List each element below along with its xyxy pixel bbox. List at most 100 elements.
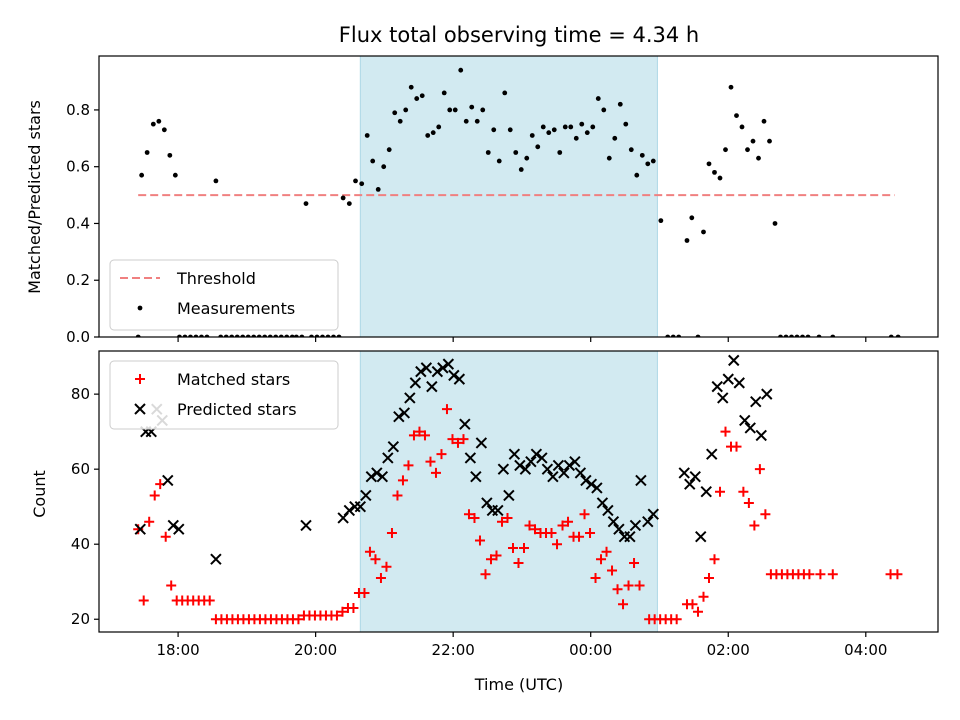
bottom-series-1-point (497, 463, 510, 475)
top-series-0-point (496, 158, 502, 164)
bottom-series-0-point (563, 516, 574, 527)
bottom-series-1-point (371, 467, 383, 479)
top-series-0-point (144, 150, 150, 155)
chart-title: Flux total observing time = 4.34 h (339, 23, 699, 47)
bottom-series-0-point (634, 580, 645, 591)
bottom-series-1-point (470, 470, 482, 483)
bottom-series-1-point (464, 452, 477, 464)
bottom-series-1-point (689, 470, 701, 483)
bottom-series-1-point (547, 470, 559, 483)
top-series-0-point (447, 107, 453, 113)
bottom-series-1-point (717, 392, 729, 404)
bottom-legend-marker (135, 374, 145, 384)
top-series-0-point (474, 118, 480, 124)
bottom-series-1-point (744, 422, 756, 434)
top-series-0-point (650, 158, 656, 164)
bottom-series-0-point (743, 497, 754, 508)
bottom-series-1-point (343, 504, 356, 517)
top-legend-label-0: Threshold (176, 269, 256, 288)
top-series-0-point (557, 150, 563, 155)
top-series-0-point (408, 84, 414, 90)
bottom-series-0-point (331, 610, 342, 621)
bottom-series-1-point (678, 467, 690, 479)
bottom-series-0-point (629, 557, 640, 568)
bottom-axes-frame (98, 350, 939, 633)
bottom-series-0-point (469, 512, 480, 523)
top-series-0-point (579, 121, 585, 127)
bottom-series-1-point (508, 448, 521, 460)
bottom-series-0-point (419, 430, 430, 441)
bottom-series-0-point (607, 565, 618, 576)
top-series-0-point (346, 201, 352, 206)
bottom-series-1-point (536, 452, 548, 464)
bottom-series-1-point (602, 504, 614, 517)
bottom-series-0-point (204, 595, 215, 606)
top-series-0-point (150, 121, 156, 127)
bottom-series-1-point (354, 500, 367, 513)
bottom-series-0-point (557, 520, 568, 531)
top-series-0-point (689, 215, 695, 221)
bottom-series-0-point (507, 542, 518, 553)
top-series-0-point (375, 187, 381, 192)
bottom-series-0-point (530, 524, 541, 535)
top-series-0-point (734, 113, 739, 119)
bottom-series-1-point (453, 373, 466, 385)
bottom-series-0-point (524, 520, 535, 531)
bottom-legend-handle-1 (134, 403, 146, 415)
bottom-series-0-point (397, 475, 408, 486)
bottom-series-1-point (642, 515, 654, 528)
top-series-0-point (340, 195, 346, 201)
bottom-y-tick-label: 40 (71, 535, 90, 553)
bottom-series-1-point (448, 369, 460, 382)
bottom-series-1-point (300, 519, 312, 532)
top-series-0-point (551, 127, 557, 133)
top-series-0-point (701, 229, 706, 235)
bottom-series-0-point (370, 554, 381, 565)
bottom-series-0-point (144, 516, 155, 527)
top-series-0-point (568, 124, 574, 130)
bottom-series-0-point (749, 520, 760, 531)
top-series-0-point (540, 124, 546, 130)
bottom-series-0-point (720, 426, 731, 437)
top-legend-marker (137, 305, 143, 311)
bottom-legend-marker (134, 403, 146, 415)
bottom-series-0-point (546, 527, 557, 538)
bottom-x-tick-label: 02:00 (707, 641, 750, 659)
bottom-legend-label-0: Matched stars (177, 370, 290, 389)
bottom-y-tick-label: 60 (71, 460, 90, 478)
bottom-series-0-point (714, 486, 725, 497)
bottom-series-1-point (574, 467, 587, 479)
bottom-series-0-point (760, 509, 771, 520)
bottom-series-0-point (731, 441, 742, 452)
bottom-series-0-point (133, 524, 144, 535)
bottom-legend-box (109, 360, 339, 430)
bottom-series-0-point (392, 490, 403, 501)
bottom-series-0-point (671, 614, 682, 625)
bottom-series-0-point (359, 587, 370, 598)
bottom-series-0-point (687, 599, 698, 610)
top-series-0-point (756, 155, 761, 161)
bottom-series-0-point (552, 539, 563, 550)
bottom-series-1-point (591, 482, 603, 494)
bottom-x-tick-label: 18:00 (156, 641, 199, 659)
top-series-0-point (535, 144, 541, 150)
bottom-series-1-point (437, 362, 449, 374)
bottom-series-0-point (692, 606, 703, 617)
bottom-series-0-point (430, 467, 441, 478)
bottom-series-1-point (349, 500, 361, 513)
bottom-series-1-point (750, 395, 762, 408)
bottom-series-1-point (492, 504, 504, 517)
bottom-series-1-point (525, 455, 537, 468)
bottom-series-0-point (149, 490, 160, 501)
bottom-series-1-point (541, 463, 554, 475)
bottom-legend: Matched stars Predicted stars (109, 360, 339, 430)
bottom-series-1-point (558, 467, 570, 479)
bottom-series-0-point (337, 606, 348, 617)
top-y-tick-label: 0.2 (66, 271, 90, 289)
bottom-series-1-point (398, 407, 411, 419)
bottom-series-1-point (569, 455, 581, 468)
bottom-series-0-point (386, 527, 397, 538)
top-series-0-point (546, 130, 552, 136)
bottom-series-1-point (728, 354, 740, 367)
bottom-series-1-point (415, 365, 427, 378)
